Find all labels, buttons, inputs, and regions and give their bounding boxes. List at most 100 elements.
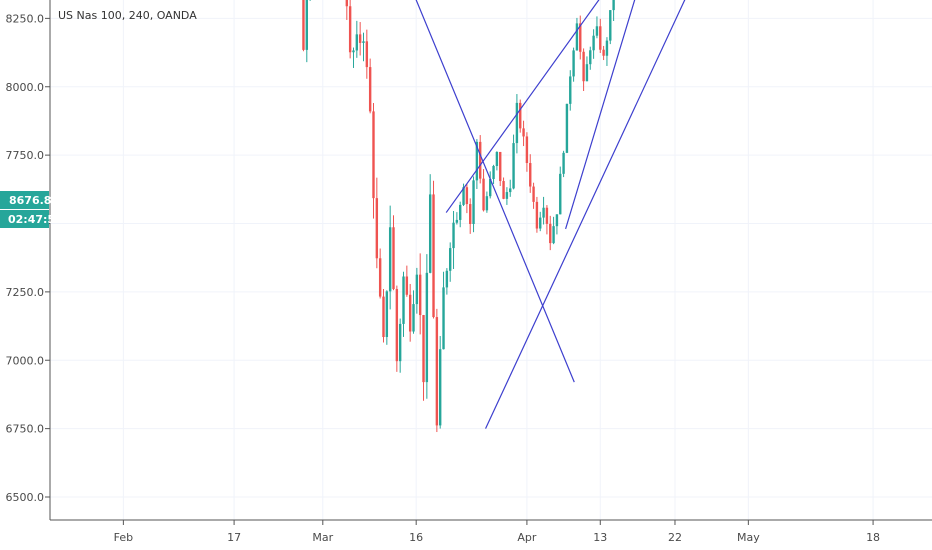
price-badge-bg: [0, 191, 49, 209]
trendline-steep-support: [565, 0, 636, 230]
candle-body: [469, 204, 472, 224]
candle-body: [415, 274, 419, 305]
candle-body: [395, 289, 399, 362]
candle-body: [539, 217, 542, 229]
candle-body: [612, 0, 615, 11]
candle-body: [489, 179, 492, 197]
candle-body: [502, 181, 505, 199]
candle-body: [519, 102, 522, 129]
candle-body: [592, 35, 595, 51]
candle-body: [449, 248, 452, 271]
candle-body: [459, 204, 462, 220]
candle-body: [532, 186, 535, 202]
candle-body: [358, 34, 362, 43]
candle-body: [565, 103, 569, 153]
timer-badge-bg: [0, 210, 49, 228]
candle-body: [405, 276, 409, 295]
candle-body: [388, 227, 392, 292]
x-tick-label: Feb: [114, 531, 133, 544]
x-axis-ticks[interactable]: Feb 17 Mar 16 Apr 13 22 May 18: [114, 520, 880, 544]
candle-body: [355, 34, 359, 51]
x-tick-label: May: [737, 531, 760, 544]
candle-body: [515, 102, 519, 144]
candle-body: [392, 227, 395, 290]
candle-body: [582, 51, 585, 82]
candle-body: [529, 163, 532, 187]
candle-body: [435, 317, 439, 426]
candle-body: [552, 226, 555, 244]
candle-body: [438, 349, 442, 426]
y-tick-label: 7750.0: [6, 149, 45, 162]
candle-body: [602, 49, 605, 56]
candle-body: [475, 141, 479, 181]
candle-body: [408, 294, 412, 332]
candle-body: [479, 141, 482, 179]
candle-body: [378, 258, 382, 297]
x-tick-label: 22: [668, 531, 682, 544]
candle-body: [482, 178, 485, 211]
candle-body: [572, 50, 575, 77]
candle-body: [609, 10, 612, 41]
candle-body: [402, 276, 405, 324]
price-badges: 8676.8 02:47:52: [0, 191, 63, 228]
candle-body: [495, 151, 499, 166]
candle-body: [462, 187, 465, 205]
candle-body: [352, 50, 355, 53]
candle-body: [452, 222, 455, 249]
candle-body: [368, 67, 372, 112]
candle-body: [455, 219, 459, 223]
grid: [50, 0, 932, 520]
y-tick-label: 6750.0: [6, 423, 45, 436]
candle-body: [382, 296, 385, 338]
y-tick-label: 7250.0: [6, 286, 45, 299]
x-tick-label: Apr: [517, 531, 537, 544]
candle-body: [412, 304, 415, 332]
chart-title: US Nas 100, 240, OANDA: [58, 9, 197, 22]
candle-body: [345, 0, 349, 7]
x-tick-label: 13: [593, 531, 607, 544]
candle-body: [575, 23, 579, 51]
candle-body: [425, 272, 429, 383]
candles: [302, 0, 615, 433]
candle-body: [509, 188, 512, 193]
candle-body: [472, 180, 475, 224]
candle-body: [445, 270, 449, 288]
candle-body: [512, 143, 515, 189]
candle-body: [485, 196, 489, 211]
candle-body: [428, 194, 432, 273]
countdown-timer-label: 02:47:52: [8, 213, 63, 226]
candle-body: [542, 207, 545, 218]
x-tick-label: 16: [409, 531, 423, 544]
candle-body: [535, 201, 539, 229]
current-price-label: 8676.8: [9, 194, 51, 207]
candle-body: [605, 40, 609, 56]
x-tick-label: 18: [866, 531, 880, 544]
candle-body: [365, 41, 369, 68]
trendline-channel-upper: [445, 0, 600, 213]
candle-body: [432, 194, 435, 318]
candle-body: [442, 287, 445, 350]
x-tick-label: 17: [227, 531, 241, 544]
candle-body: [525, 136, 529, 164]
candle-body: [348, 6, 352, 53]
candle-body: [505, 192, 509, 199]
candle-body: [579, 23, 582, 52]
candle-body: [599, 26, 602, 50]
candle-body: [499, 151, 502, 182]
candle-body: [305, 0, 308, 50]
candle-body: [302, 0, 305, 50]
candle-body: [585, 64, 589, 82]
candle-body: [492, 165, 495, 180]
candle-body: [362, 41, 365, 43]
y-tick-label: 8000.0: [6, 81, 45, 94]
y-tick-label: 7000.0: [6, 354, 45, 367]
candle-body: [372, 111, 375, 199]
candle-body: [398, 323, 402, 362]
candle-body: [549, 223, 552, 244]
candle-body: [569, 76, 572, 104]
y-tick-label: 6500.0: [6, 491, 45, 504]
candle-body: [545, 207, 549, 224]
candle-body: [422, 315, 425, 383]
